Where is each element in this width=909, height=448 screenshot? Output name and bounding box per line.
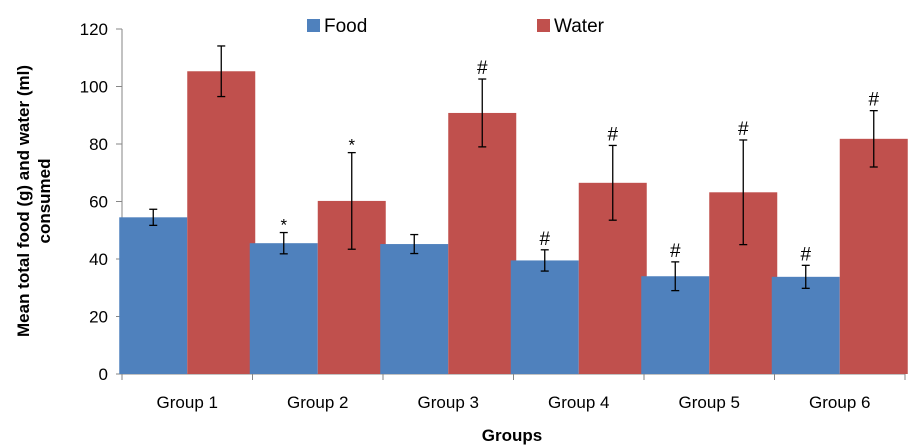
bar-food-3 (380, 244, 449, 374)
bar-food-4 (510, 260, 579, 374)
y-axis-title-line1: Mean total food (g) and water (ml) (14, 65, 33, 337)
bar-food-2 (249, 243, 318, 374)
error-bar-food-1 (149, 208, 158, 227)
legend-label-water: Water (554, 16, 605, 37)
y-axis-title-line2: consumed (35, 158, 54, 243)
legend: Food Water (307, 16, 605, 37)
error-bar-food-4 (540, 249, 549, 272)
y-axis: 0 20 40 60 80 100 120 (80, 20, 123, 384)
significance-mark: # (539, 229, 550, 250)
y-tick-label: 60 (89, 193, 108, 212)
error-bar-food-2 (279, 231, 288, 255)
significance-mark: # (477, 58, 488, 79)
significance-mark: # (670, 241, 681, 262)
x-tick-label: Group 2 (287, 393, 348, 412)
y-tick-label: 20 (89, 308, 108, 327)
x-axis: Group 1 Group 2 Group 3 Group 4 Group 5 Group… (121, 373, 906, 412)
x-tick-label: Group 1 (157, 393, 218, 412)
bar-water-1 (187, 71, 256, 374)
x-axis-title: Groups (482, 426, 542, 445)
x-tick-label: Group 3 (418, 393, 479, 412)
bar-food-1 (119, 217, 188, 374)
bar-food-6 (771, 276, 840, 374)
y-tick-label: 100 (80, 78, 108, 97)
y-tick-label: 0 (99, 365, 108, 384)
significance-mark: # (868, 90, 879, 111)
error-bar-water-3 (478, 78, 487, 148)
error-bar-water-5 (739, 139, 748, 246)
bar-water-3 (448, 112, 517, 374)
legend-swatch-food (307, 19, 320, 32)
bar-food-5 (641, 276, 710, 374)
error-bar-water-2 (347, 151, 356, 250)
significance-mark: * (348, 136, 355, 155)
error-bar-food-6 (801, 264, 810, 289)
x-tick-label: Group 6 (809, 393, 870, 412)
significance-mark: # (738, 119, 749, 140)
bars: * * # # # # # # # (119, 45, 908, 374)
legend-label-food: Food (324, 16, 367, 37)
significance-mark: # (607, 124, 618, 145)
error-bar-water-6 (869, 110, 878, 168)
significance-mark: * (280, 216, 287, 235)
significance-mark: # (800, 244, 811, 265)
bar-water-6 (839, 138, 908, 374)
error-bar-food-3 (410, 233, 419, 255)
y-tick-label: 120 (80, 20, 108, 39)
legend-swatch-water (537, 19, 550, 32)
error-bar-food-5 (671, 261, 680, 292)
x-tick-label: Group 4 (548, 393, 609, 412)
error-bar-water-1 (217, 45, 226, 98)
y-tick-label: 80 (89, 135, 108, 154)
y-tick-label: 40 (89, 250, 108, 269)
x-tick-label: Group 5 (679, 393, 740, 412)
error-bar-water-4 (608, 144, 617, 221)
